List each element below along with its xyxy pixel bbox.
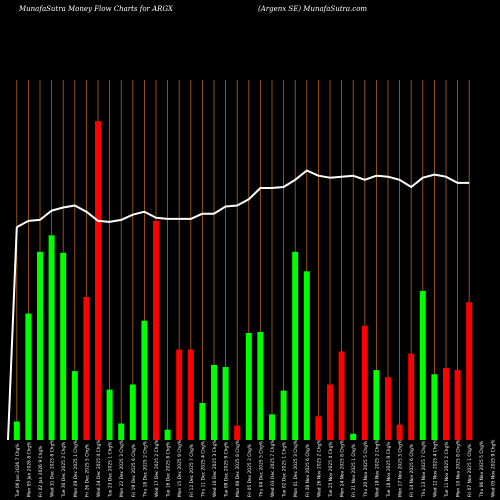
x-tick-label: Wed 17 Dec 2025 2 Chg% — [154, 440, 160, 497]
money-flow-bar — [419, 290, 426, 440]
x-tick-label: Tue 30 Dec 2025 2 Chg% — [61, 442, 67, 498]
money-flow-bar — [396, 424, 403, 440]
money-flow-bar — [280, 390, 287, 440]
x-tick-label: Tue 06 Jan 2026 7 Chg% — [15, 443, 21, 498]
money-flow-bar — [176, 349, 183, 440]
chart-site-label: (Argenx SE) MunafaSutra.com — [258, 5, 368, 13]
money-flow-bar — [245, 333, 252, 440]
money-flow-bar — [95, 121, 101, 440]
money-flow-bar — [129, 384, 136, 440]
x-tick-label: Wed 26 Nov 2025 2 Chg% — [316, 440, 322, 497]
x-tick-label: Mon 29 Dec 2025 1 Chg% — [73, 440, 79, 497]
money-flow-bar — [83, 297, 90, 440]
money-flow-bar — [292, 251, 299, 440]
x-tick-label: Wed 12 Nov 2025 4 Chg% — [432, 440, 438, 497]
x-tick-label: Mon 17 Nov 2025 3 Chg% — [398, 440, 404, 497]
money-flow-bar — [25, 313, 32, 440]
x-tick-label: Wed 03 Dec 2025 7 Chg% — [270, 440, 276, 497]
x-tick-label: Thu 20 Nov 2025 5 Chg% — [363, 441, 369, 498]
x-tick-labels: Tue 06 Jan 2026 7 Chg% Mon 05 Jan 2026 8 … — [15, 440, 497, 498]
x-tick-label: Mon 10 Nov 2025 8 Chg% — [456, 440, 462, 497]
x-tick-label: Fri 07 Nov 2025 1 Chg% — [467, 444, 473, 497]
money-flow-bar — [373, 370, 380, 440]
money-flow-bar — [303, 271, 310, 440]
money-flow-line-start — [7, 227, 18, 441]
x-tick-label: Mon 15 Dec 2025 9 Chg% — [177, 440, 183, 497]
money-flow-bar — [71, 371, 78, 440]
money-flow-bar — [60, 252, 67, 440]
money-flow-bar — [443, 368, 449, 440]
x-tick-label: Thu 06 Nov 2025 5 Chg% — [479, 441, 485, 498]
x-tick-label: Thu 18 Dec 2025 2 Chg% — [142, 441, 148, 498]
money-flow-bar — [431, 374, 438, 440]
chart-title: MunafaSutra Money Flow Charts for ARGX — [19, 5, 174, 13]
x-tick-label: Thu 13 Nov 2025 7 Chg% — [421, 441, 427, 498]
x-tick-label: Fri 28 Nov 2025 6 Chg% — [305, 444, 311, 497]
x-tick-label: Fri 14 Nov 2025 6 Chg% — [409, 444, 415, 497]
bar-series — [13, 121, 473, 440]
money-flow-bar — [153, 220, 159, 440]
x-tick-label: Fri 26 Dec 2025 5 Chg% — [84, 444, 90, 497]
money-flow-bar — [106, 389, 113, 440]
money-flow-bar — [361, 325, 368, 440]
money-flow-bar — [338, 351, 345, 440]
x-tick-label: Tue 11 Nov 2025 2 Chg% — [444, 442, 450, 498]
money-flow-bar — [187, 349, 194, 440]
x-tick-label: Mon 24 Nov 2025 8 Chg% — [340, 440, 346, 497]
x-tick-label: Mon 22 Dec 2025 3 Chg% — [119, 440, 125, 497]
money-flow-bar — [454, 370, 461, 440]
money-flow-bar — [211, 364, 217, 440]
money-flow-bar — [222, 367, 229, 440]
chart-header: MunafaSutra Money Flow Charts for ARGX (… — [0, 0, 500, 20]
x-tick-label: Wed 19 Nov 2025 2 Chg% — [374, 440, 380, 497]
money-flow-bar — [327, 384, 333, 440]
x-tick-label: Mon 05 Jan 2026 8 Chg% — [26, 442, 32, 497]
x-tick-label: Thu 11 Dec 2025 4 Chg% — [200, 441, 206, 498]
x-tick-label: Fri 05 Dec 2025 2 Chg% — [247, 444, 253, 497]
x-tick-label: Fri 21 Nov 2025 1 Chg% — [351, 444, 357, 497]
x-tick-label: Fri 02 Jan 2026 9 Chg% — [38, 446, 44, 497]
x-tick-label: Tue 16 Dec 2025 8 Chg% — [166, 442, 172, 498]
money-flow-bar — [269, 414, 275, 440]
x-tick-label: Wed 31 Dec 2025 8 Chg% — [50, 440, 56, 497]
x-tick-label: Tue 25 Nov 2025 4 Chg% — [328, 442, 334, 498]
x-tick-label: Tue 23 Dec 2025 1 Chg% — [108, 442, 114, 498]
money-flow-bar — [118, 423, 125, 440]
money-flow-bar — [408, 353, 415, 440]
x-tick-label: Fri 19 Dec 2025 6 Chg% — [131, 444, 137, 497]
x-tick-label: Tue 09 Dec 2025 9 Chg% — [224, 442, 230, 498]
money-flow-bar — [234, 425, 241, 440]
money-flow-bar — [315, 416, 322, 440]
money-flow-bar — [37, 251, 43, 440]
x-tick-label: Wed 24 Dec 2025 4 Chg% — [96, 440, 102, 497]
x-tick-label: Tue 02 Dec 2025 1 Chg% — [282, 442, 288, 498]
money-flow-bar — [164, 429, 171, 440]
money-flow-bar — [13, 421, 20, 440]
money-flow-bar — [257, 332, 264, 440]
x-tick-label: Mon 08 Dec 2025 8 Chg% — [235, 440, 241, 497]
x-tick-label: Wed 10 Dec 2025 3 Chg% — [212, 440, 218, 497]
money-flow-bar — [385, 377, 391, 440]
x-tick-label: Tue 18 Nov 2025 9 Chg% — [386, 442, 392, 498]
money-flow-bar — [199, 403, 206, 440]
money-flow-line — [16, 169, 470, 228]
money-flow-bar — [350, 433, 357, 440]
money-flow-bar — [466, 302, 473, 440]
money-flow-bar — [141, 320, 148, 440]
money-flow-line-series — [7, 169, 470, 441]
x-tick-label: Thu 04 Dec 2025 5 Chg% — [258, 441, 264, 498]
x-tick-label: Mon 01 Dec 2025 3 Chg% — [293, 440, 299, 497]
x-tick-label: Wed 05 Nov 2025 9 Chg% — [490, 440, 496, 497]
money-flow-bar — [48, 235, 55, 440]
x-tick-label: Fri 12 Dec 2025 7 Chg% — [189, 444, 195, 497]
